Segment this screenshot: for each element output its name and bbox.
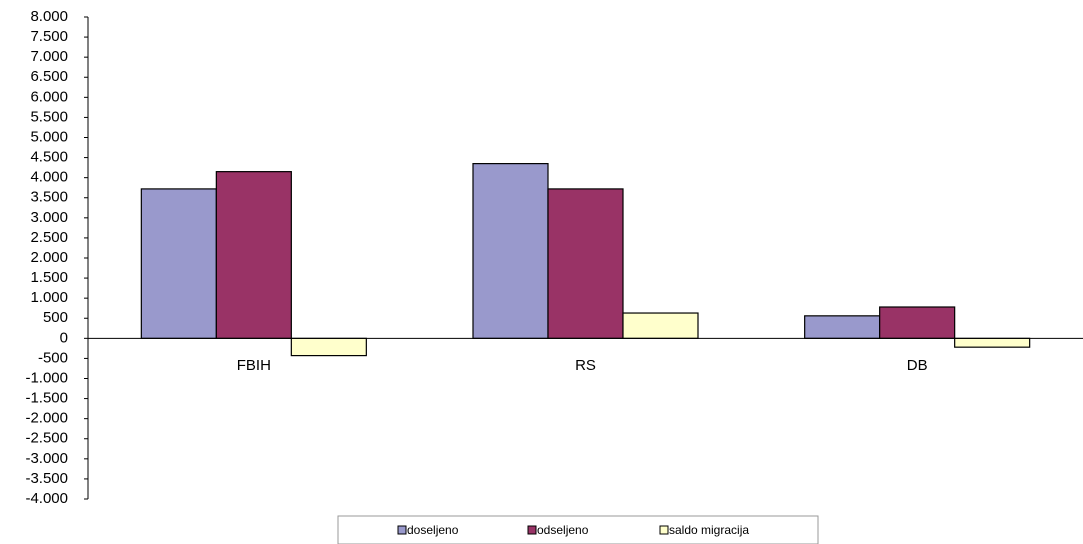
bar bbox=[879, 306, 956, 339]
y-tick-label: 4.000 bbox=[30, 169, 68, 186]
legend-swatch bbox=[397, 525, 407, 535]
legend-label: saldo migracija bbox=[669, 523, 749, 537]
y-tick-label: -3.500 bbox=[25, 470, 68, 487]
y-tick-label: 5.500 bbox=[30, 108, 68, 125]
y-tick-label: 3.000 bbox=[30, 209, 68, 226]
y-tick-label: 5.000 bbox=[30, 128, 68, 145]
bar bbox=[804, 315, 881, 339]
x-tick-label: RS bbox=[575, 357, 596, 374]
legend-label: doseljeno bbox=[407, 523, 459, 537]
y-tick-label: -4.000 bbox=[25, 490, 68, 507]
y-tick-label: 1.500 bbox=[30, 269, 68, 286]
y-tick-label: -3.000 bbox=[25, 450, 68, 467]
legend-label: odseljeno bbox=[537, 523, 589, 537]
y-tick-label: 8.000 bbox=[30, 8, 68, 25]
bar bbox=[140, 188, 217, 339]
y-tick-label: 2.000 bbox=[30, 249, 68, 266]
bar bbox=[954, 337, 1031, 348]
x-tick-label: DB bbox=[907, 357, 928, 374]
y-tick-label: 500 bbox=[43, 309, 68, 326]
y-tick-label: 3.500 bbox=[30, 189, 68, 206]
y-tick-label: 4.500 bbox=[30, 149, 68, 166]
y-tick-label: 6.000 bbox=[30, 88, 68, 105]
legend-swatch bbox=[527, 525, 537, 535]
y-tick-label: 7.500 bbox=[30, 28, 68, 45]
y-tick-label: 0 bbox=[60, 329, 68, 346]
bar bbox=[622, 312, 699, 339]
bar bbox=[547, 188, 624, 339]
y-tick-label: -1.500 bbox=[25, 390, 68, 407]
y-tick-label: -2.000 bbox=[25, 410, 68, 427]
y-tick-label: 7.000 bbox=[30, 48, 68, 65]
legend: doseljeno odseljeno saldo migracija bbox=[337, 515, 819, 544]
bar bbox=[215, 171, 292, 339]
x-tick-label: FBIH bbox=[237, 357, 271, 374]
bar bbox=[472, 163, 549, 339]
y-tick-label: -500 bbox=[38, 349, 68, 366]
y-tick-label: 2.500 bbox=[30, 229, 68, 246]
legend-swatch bbox=[659, 525, 669, 535]
y-tick-label: -1.000 bbox=[25, 369, 68, 386]
bar bbox=[290, 337, 367, 357]
legend-box bbox=[337, 515, 819, 544]
y-tick-label: -2.500 bbox=[25, 430, 68, 447]
y-tick-label: 1.000 bbox=[30, 289, 68, 306]
y-tick-label: 6.500 bbox=[30, 68, 68, 85]
